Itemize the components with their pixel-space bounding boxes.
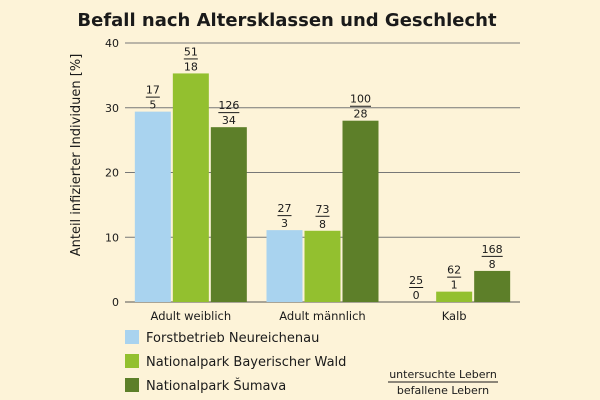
y-tick-label: 40 (105, 37, 119, 50)
legend-swatch (125, 330, 139, 344)
data-label-examined: 73 (316, 203, 330, 216)
fraction-note: untersuchte Lebern befallene Lebern (388, 368, 498, 397)
category-label: Adult männlich (279, 309, 365, 323)
bar (342, 120, 379, 302)
data-label-infected: 18 (184, 60, 198, 73)
legend-swatch (125, 354, 139, 368)
bar (436, 291, 473, 302)
legend-label: Nationalpark Šumava (146, 378, 286, 394)
bar (210, 127, 247, 302)
chart-title: Befall nach Altersklassen und Geschlecht (77, 10, 497, 31)
data-label-infected: 3 (281, 217, 288, 230)
data-label-infected: 28 (354, 108, 368, 121)
data-label-infected: 8 (319, 218, 326, 231)
y-axis-ticks: 0 10 20 30 40 (105, 37, 119, 309)
category-label: Adult weiblich (151, 309, 232, 323)
data-label-examined: 126 (218, 99, 239, 112)
note-denominator: befallene Lebern (397, 384, 489, 397)
data-label-infected: 8 (489, 258, 496, 271)
bars: 17 5 51 18 126 34 27 3 73 8 100 28 25 0 62 1 168 8 (134, 45, 511, 303)
y-tick-label: 0 (112, 296, 119, 309)
category-label: Kalb (442, 309, 467, 323)
legend: Forstbetrieb Neureichenau Nationalpark Ba… (125, 330, 346, 394)
y-tick-label: 10 (105, 231, 119, 244)
bar (474, 270, 511, 302)
data-label-examined: 168 (482, 243, 503, 256)
x-axis-categories: Adult weiblich Adult männlich Kalb (151, 309, 467, 323)
bar (172, 73, 209, 303)
data-label-examined: 27 (278, 202, 292, 215)
bar (266, 230, 303, 302)
legend-label: Forstbetrieb Neureichenau (146, 331, 319, 346)
bar (304, 230, 341, 302)
data-label-infected: 34 (222, 114, 236, 127)
data-label-examined: 100 (350, 93, 371, 106)
data-label-infected: 5 (149, 99, 156, 112)
y-tick-label: 20 (105, 167, 119, 180)
legend-swatch (125, 378, 139, 392)
data-label-examined: 51 (184, 45, 198, 58)
bar (134, 111, 171, 302)
data-label-examined: 62 (447, 264, 461, 277)
data-label-examined: 25 (409, 274, 423, 287)
y-tick-label: 30 (105, 102, 119, 115)
y-axis-label: Anteil infizierter Individuen [%] (69, 54, 84, 257)
note-numerator: untersuchte Lebern (389, 368, 497, 381)
data-label-examined: 17 (146, 84, 160, 97)
data-label-infected: 1 (451, 279, 458, 292)
data-label-infected: 0 (413, 289, 420, 302)
legend-label: Nationalpark Bayerischer Wald (146, 355, 346, 370)
